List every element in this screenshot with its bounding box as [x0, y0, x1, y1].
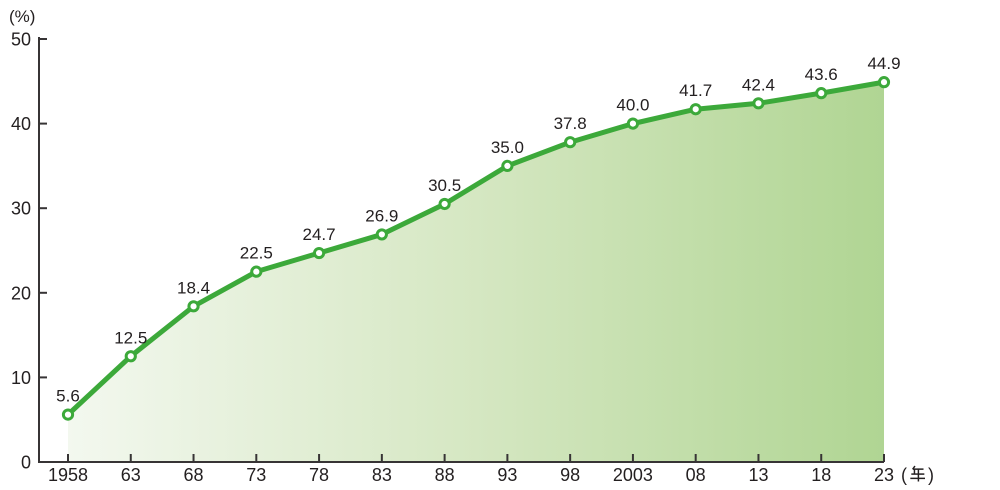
x-axis-tick-label: 73: [246, 465, 266, 485]
x-axis-tick-label: 63: [121, 465, 141, 485]
data-point-marker: [250, 265, 263, 278]
data-point-label: 41.7: [679, 81, 712, 100]
y-axis-tick-label: 30: [11, 199, 31, 219]
data-point-label: 44.9: [867, 54, 900, 73]
axis-lines: [38, 37, 884, 463]
x-axis-tick-label: 68: [184, 465, 204, 485]
data-point-label: 18.4: [177, 278, 210, 297]
data-point-label: 24.7: [303, 225, 336, 244]
data-point-marker: [124, 350, 137, 363]
y-axis-tick-label: 20: [11, 283, 31, 303]
data-point-marker: [564, 136, 577, 149]
y-axis-tick-label: 50: [11, 30, 31, 50]
data-point-marker: [752, 97, 765, 110]
data-point-label: 42.4: [742, 75, 775, 94]
x-axis-unit-paren-open: (: [901, 465, 907, 485]
x-axis-tick-label: 08: [686, 465, 706, 485]
x-axis-unit-kanji-year: [910, 465, 926, 482]
data-point-label: 22.5: [240, 244, 273, 263]
x-axis-tick-label: 88: [435, 465, 455, 485]
data-point-marker: [501, 159, 514, 172]
x-axis-tick-label: 78: [309, 465, 329, 485]
data-point-label: 26.9: [365, 206, 398, 225]
x-axis-tick-label: 93: [497, 465, 517, 485]
area-fill: [68, 82, 884, 463]
y-axis-tick-label: 0: [21, 453, 31, 473]
x-axis-unit-paren-close: ): [928, 465, 934, 485]
data-point-marker: [61, 408, 75, 421]
data-point-label: 30.5: [428, 176, 461, 195]
data-point-marker: [312, 246, 326, 260]
data-point-marker: [187, 300, 200, 313]
x-axis-tick-label: 2003: [613, 465, 653, 485]
data-point-marker: [815, 87, 828, 100]
y-axis-tick-label: 10: [11, 368, 31, 388]
x-axis-tick-label: 18: [811, 465, 831, 485]
data-point-marker: [689, 103, 702, 116]
data-point-label: 43.6: [805, 65, 838, 84]
data-point-marker: [626, 117, 640, 130]
data-point-label: 12.5: [114, 328, 147, 347]
data-line: [65, 79, 887, 418]
x-axis-tick-label: 1958: [48, 465, 88, 485]
x-axis-tick-label: 23: [874, 465, 894, 485]
data-point-label: 40.0: [616, 96, 649, 115]
data-point-marker: [877, 76, 891, 89]
data-point-label: 37.8: [554, 114, 587, 133]
data-point-label: 35.0: [491, 138, 524, 157]
y-axis-unit-label: (%): [9, 7, 35, 26]
data-point-marker: [375, 228, 388, 241]
x-axis-tick-label: 98: [560, 465, 580, 485]
data-point-label: 5.6: [56, 387, 80, 406]
y-axis-tick-label: 40: [11, 114, 31, 134]
x-axis-tick-label: 13: [748, 465, 768, 485]
data-point-marker: [438, 197, 451, 211]
x-axis-tick-label: 83: [372, 465, 392, 485]
